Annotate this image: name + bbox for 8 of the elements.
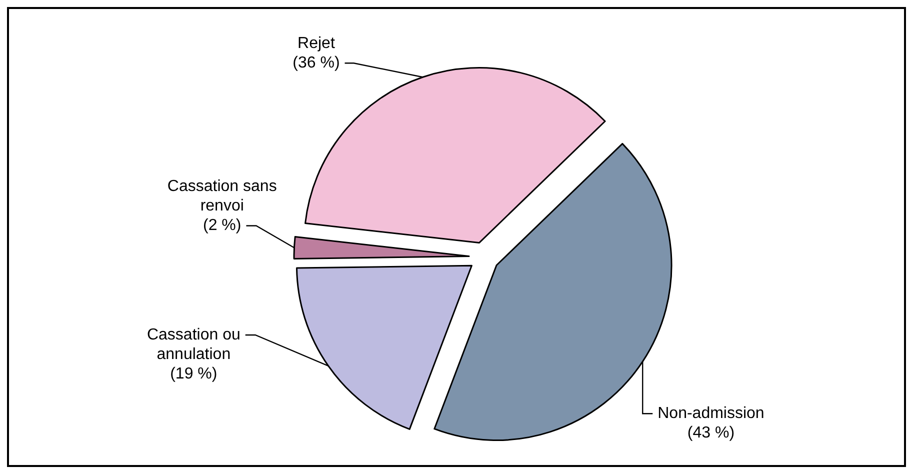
slice-label: Rejet [298,35,336,52]
slice-label: Non-admission [658,405,764,422]
data-label: (19 %) [170,365,218,382]
data-label: (36 %) [292,54,340,72]
data-label: (2 %) [202,217,242,234]
slice-label: Cassation sans renvoi [167,178,277,215]
slice-label: Cassation ou annulation [146,326,240,363]
data-label: (43 %) [687,424,735,442]
